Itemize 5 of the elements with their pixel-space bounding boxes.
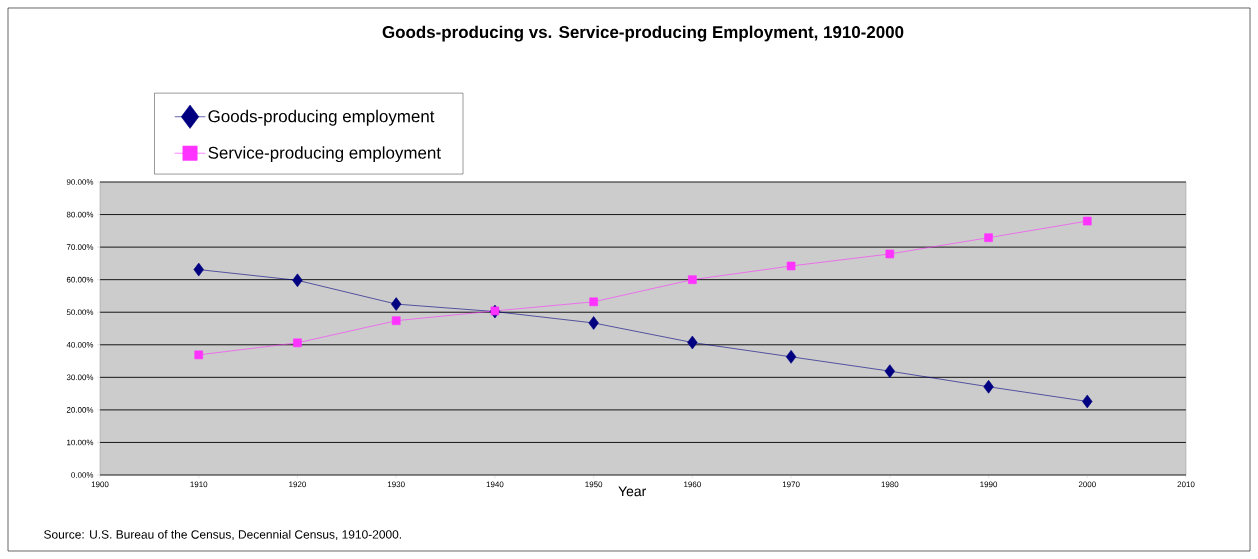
x-axis-title: Year <box>618 486 647 497</box>
legend-label: Service-producing employment <box>208 146 441 163</box>
legend-label: Goods-producing employment <box>208 109 435 126</box>
chart-title: Goods-producing vs. Service-producing Employment, 1910-2000 <box>382 25 904 42</box>
source-note: Source: U.S. Bureau of the Census, Decennial Census, 1910-2000. <box>44 529 402 541</box>
